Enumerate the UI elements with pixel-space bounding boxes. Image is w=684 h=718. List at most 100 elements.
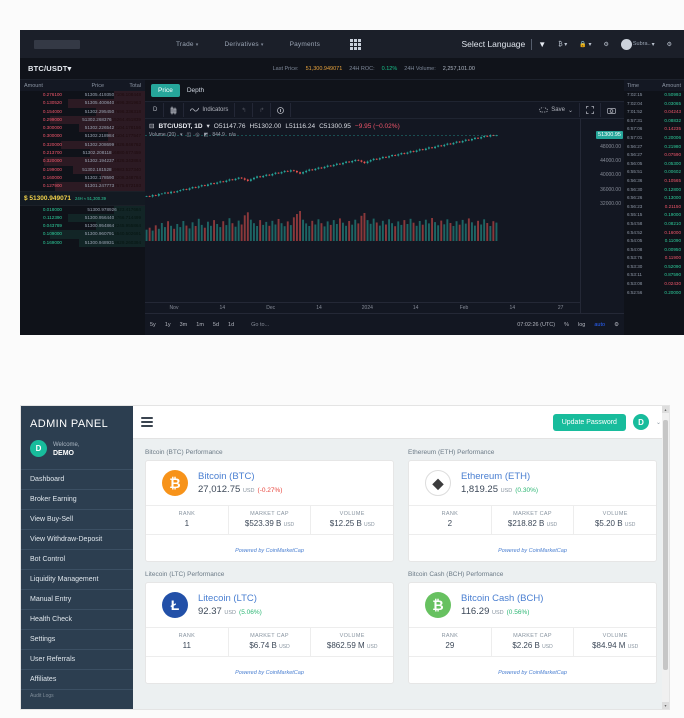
cell-time: 6:54:05 — [627, 238, 643, 244]
scroll-down-icon[interactable]: ▾ — [662, 702, 669, 709]
order-book-row[interactable]: 0.276100 51305.419350 7106.108448 — [20, 91, 145, 100]
grid-apps-icon[interactable] — [350, 38, 362, 50]
divider — [531, 38, 533, 50]
price-change: (0.56%) — [506, 609, 530, 616]
language-selector[interactable]: Select Language ▼ — [461, 38, 546, 50]
attribution-link[interactable]: Powered by CoinMarketCap — [235, 670, 304, 676]
range-3m[interactable]: 3m — [179, 321, 188, 328]
order-book-row[interactable]: 0.299000 51302.268376 15264.451839 — [20, 115, 145, 125]
gear-icon[interactable]: ⚙ — [614, 321, 619, 328]
sidebar-item-view-withdraw-deposit[interactable]: View Withdraw-Deposit — [21, 529, 133, 549]
nav-item-trade[interactable]: Trade ▾ — [176, 40, 199, 48]
order-book-row[interactable]: 0.154000 51302.295450 7696.336318 — [20, 107, 145, 116]
sidebar-item-affiliates[interactable]: Affiliates — [21, 669, 133, 689]
indicators-button[interactable]: Indicators — [184, 103, 236, 117]
order-book-last-price: $ 51300.949071 24H ≈ 51,300.39 — [20, 190, 145, 206]
attribution-link[interactable]: Powered by CoinMarketCap — [498, 548, 567, 554]
tab-depth[interactable]: Depth — [186, 87, 205, 94]
sidebar-item-settings[interactable]: Settings — [21, 629, 133, 649]
save-button[interactable]: Save ⌄ — [533, 103, 580, 117]
content-scrollbar[interactable]: ▴ ▾ — [662, 406, 669, 709]
order-book-row[interactable]: 0.169000 51300.948931 8629.260394 — [20, 238, 145, 248]
interval-selector[interactable]: D — [147, 103, 165, 117]
order-book-row[interactable]: 0.112390 51300.956440 5766.714499 — [20, 213, 145, 223]
update-password-button[interactable]: Update Password — [552, 413, 626, 431]
coin-name[interactable]: Bitcoin (BTC) — [198, 471, 255, 482]
order-book-row[interactable]: 0.109000 51300.960791 5540.502691 — [20, 230, 145, 239]
notification-icon[interactable]: ⚙ — [603, 41, 609, 48]
trade-row: 7:01:52 0.04243 — [624, 108, 684, 117]
sidebar-item-user-referrals[interactable]: User Referrals — [21, 649, 133, 669]
order-book-row[interactable]: 0.160000 51302.178590 8208.348784 — [20, 173, 145, 183]
range-1y[interactable]: 1y — [164, 321, 171, 328]
attribution-link[interactable]: Powered by CoinMarketCap — [235, 548, 304, 554]
chevron-down-icon[interactable]: ⌄ — [655, 419, 661, 426]
sidebar-item-bot-control[interactable]: Bot Control — [21, 549, 133, 569]
user-menu[interactable]: Subra.. ▾ — [620, 38, 655, 50]
avatar[interactable]: D — [632, 414, 649, 430]
redo-icon[interactable]: ↱ — [253, 103, 272, 117]
wallet-icon[interactable]: 🔒 ▾ — [579, 41, 592, 48]
coin-info: Bitcoin (BTC) 27,012.75 USD (-0.27%) — [198, 471, 282, 495]
sidebar-item-health-check[interactable]: Health Check — [21, 609, 133, 629]
hamburger-menu-icon[interactable] — [141, 417, 153, 427]
range-1m[interactable]: 1m — [196, 321, 204, 328]
order-book-row[interactable]: 0.130520 51305.400840 6696.381963 — [20, 99, 145, 108]
cell-amount: 0.276100 — [42, 92, 62, 97]
sidebar-item-liquidity-management[interactable]: Liquidity Management — [21, 569, 133, 589]
order-book-row[interactable]: 0.018000 51300.978926 923.417684 — [20, 205, 145, 214]
range-5d[interactable]: 5d — [212, 321, 220, 328]
goto-button[interactable]: Go to... — [251, 321, 270, 328]
alert-icon[interactable] — [271, 103, 292, 117]
order-book-row[interactable]: 0.300000 51302.226542 4104.178156 — [20, 124, 145, 133]
auto-scale-toggle[interactable]: auto — [594, 321, 606, 328]
candlestick-chart[interactable]: ⊟ BTC/USDT, 1D ▾ O51147.76 H51302.00 L51… — [145, 119, 624, 335]
card-stats: RANK 1 MARKET CAP $523.39 B USD VOLUME $12.25… — [146, 505, 393, 534]
volume-close-icon[interactable]: ◩ — [203, 132, 209, 138]
site-logo[interactable] — [34, 39, 80, 49]
sidebar-item-manual-entry[interactable]: Manual Entry — [21, 589, 133, 609]
cell-amount: 0.043789 — [42, 223, 62, 229]
percent-scale-toggle[interactable]: % — [564, 321, 569, 328]
scrollbar-thumb[interactable] — [663, 420, 668, 670]
tab-price[interactable]: Price — [151, 84, 180, 97]
settings-icon[interactable]: ⚙ — [666, 41, 672, 48]
sidebar-item-dashboard[interactable]: Dashboard — [21, 469, 133, 489]
coin-name[interactable]: Bitcoin Cash (BCH) — [461, 593, 544, 604]
sidebar-item-broker-earning[interactable]: Broker Earning — [21, 489, 133, 509]
time-axis[interactable]: Nov 14 Dec 14 2024 14 Feb 14 27 — [145, 302, 580, 313]
nav-item-derivatives[interactable]: Derivatives ▾ — [224, 40, 264, 48]
camera-icon[interactable] — [601, 103, 622, 117]
currency-selector[interactable]: ₿ ▾ — [558, 41, 568, 48]
cell-time: 6:53:11 — [627, 272, 642, 278]
log-scale-toggle[interactable]: log — [578, 321, 586, 328]
coin-name[interactable]: Ethereum (ETH) — [461, 471, 531, 482]
range-1d[interactable]: 1d — [228, 321, 235, 328]
trade-row: 6:56:05 0.05300 — [624, 160, 684, 169]
pair-selector[interactable]: BTC/USDT▾ — [28, 64, 72, 73]
col-amount: Amount — [662, 83, 681, 89]
coin-info: Bitcoin Cash (BCH) 116.29 USD (0.56%) — [461, 593, 543, 617]
fullscreen-icon[interactable] — [580, 103, 601, 117]
order-book-row[interactable]: 0.320000 51302.208699 1626.846762 — [20, 140, 145, 150]
sidebar-item-cut[interactable]: Audit Logs — [21, 689, 133, 702]
candlestick-icon[interactable] — [164, 103, 185, 117]
sidebar-item-view-buy-sell[interactable]: View Buy-Sell — [21, 509, 133, 529]
order-book-row[interactable]: 0.320000 51302.194237 1626.343884 — [20, 157, 145, 166]
price-axis[interactable]: 48000.00 44000.00 40000.00 36000.00 32000.00… — [580, 119, 624, 313]
scroll-up-icon[interactable]: ▴ — [662, 406, 669, 413]
stat-label: RANK — [441, 633, 459, 639]
coin-name[interactable]: Litecoin (LTC) — [198, 593, 257, 604]
range-5y[interactable]: 5y — [150, 321, 156, 328]
nav-item-payments[interactable]: Payments — [289, 40, 321, 48]
order-book-row[interactable]: 0.213700 51302.208118 16880.677459 — [20, 149, 145, 158]
attribution-link[interactable]: Powered by CoinMarketCap — [498, 670, 567, 676]
order-book-row[interactable]: 0.199000 51302.181528 19983.527340 — [20, 165, 145, 174]
volume-settings-icon[interactable]: ◎ — [195, 132, 200, 138]
volume-eye-icon[interactable]: ◫ — [186, 132, 192, 138]
order-book-row[interactable]: 0.127900 51301.247773 7575.672193 — [20, 182, 145, 191]
undo-icon[interactable]: ↰ — [235, 103, 254, 117]
order-book-row[interactable]: 0.043789 51300.954864 2245.955864 — [20, 222, 145, 231]
order-book-row[interactable]: 0.300000 51302.218984 4104.177547 — [20, 132, 145, 141]
eye-toggle-icon[interactable]: ⊟ — [149, 123, 155, 130]
